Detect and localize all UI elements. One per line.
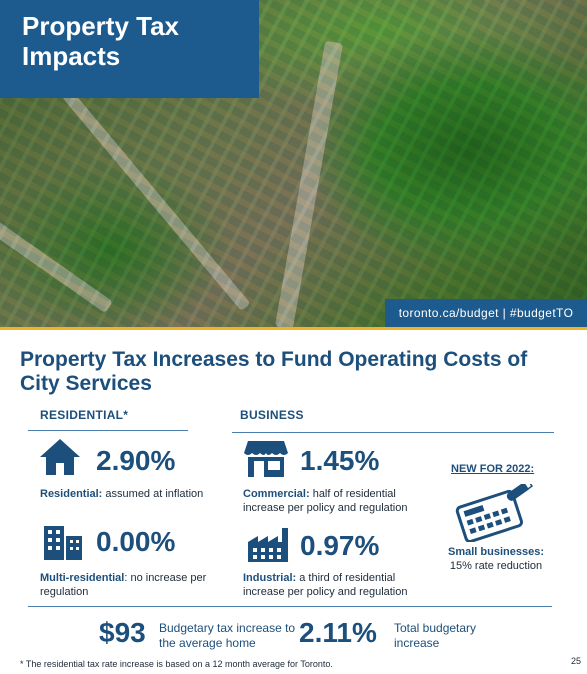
multi-residential-label: Multi-residential (40, 572, 125, 584)
business-divider (232, 432, 554, 433)
total-budgetary-percent: 2.11% (299, 617, 377, 648)
industrial-desc: Industrial: a third of residential incre… (243, 571, 433, 599)
industrial-label: Industrial: (243, 572, 297, 584)
commercial-rate: 1.45% (300, 445, 380, 476)
industrial-label-text: a third of residential increase per poli… (243, 572, 408, 598)
multi-residential-rate: 0.00% (96, 526, 176, 557)
small-business-label: Small businesses: (448, 546, 544, 558)
storefront-icon (244, 441, 288, 477)
factory-icon (248, 528, 288, 562)
hero-aerial-photo: Property Tax Impacts toronto.ca/budget |… (0, 0, 587, 330)
commercial-desc: Commercial: half of residential increase… (243, 487, 428, 515)
residential-label-text: assumed at inflation (102, 488, 204, 500)
business-heading: BUSINESS (240, 408, 304, 422)
commercial-label: Commercial: (243, 488, 310, 500)
apartment-building-icon (44, 526, 82, 560)
house-icon (40, 439, 80, 475)
commercial-label-text: half of residential increase per policy … (243, 488, 408, 514)
section-title: Property Tax Increases to Fund Operating… (20, 348, 528, 395)
residential-heading: RESIDENTIAL* (40, 408, 129, 422)
footnote: * The residential tax rate increase is b… (20, 659, 333, 669)
calculator-icon (455, 484, 534, 542)
total-budgetary-desc: Total budgetary increase (394, 621, 477, 650)
average-home-amount: $93 (99, 617, 146, 648)
multi-residential-label-text: : no increase per regulation (40, 572, 207, 598)
new-for-2022-label: NEW FOR 2022: (451, 463, 535, 475)
multi-residential-desc: Multi-residential: no increase per regul… (40, 571, 215, 599)
accent-bar (0, 327, 587, 330)
industrial-rate: 0.97% (300, 530, 380, 561)
title-banner: Property Tax Impacts (0, 0, 259, 98)
summary-divider (28, 606, 552, 607)
residential-divider (28, 430, 188, 431)
page-title: Property Tax Impacts (22, 11, 180, 71)
residential-label: Residential: (40, 488, 103, 500)
average-home-desc: Budgetary tax increase to the average ho… (159, 621, 296, 650)
residential-desc: Residential: assumed at inflation (40, 487, 230, 501)
budget-url-banner: toronto.ca/budget | #budgetTO (385, 299, 587, 327)
small-business-text: 15% rate reduction (449, 560, 543, 572)
page-number: 25 (570, 656, 581, 666)
small-business-desc: Small businesses: 15% rate reduction (436, 545, 556, 573)
residential-rate: 2.90% (96, 445, 176, 476)
